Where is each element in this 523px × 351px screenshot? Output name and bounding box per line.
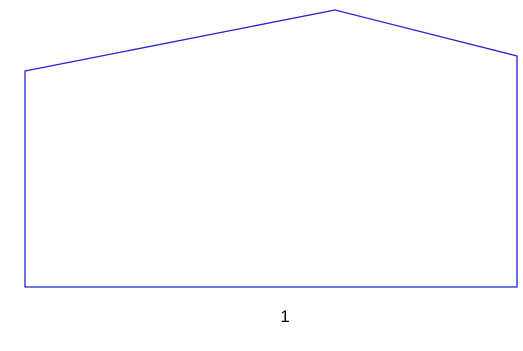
- house-outline-shape: [24, 9, 518, 288]
- figure-label: 1: [280, 307, 289, 326]
